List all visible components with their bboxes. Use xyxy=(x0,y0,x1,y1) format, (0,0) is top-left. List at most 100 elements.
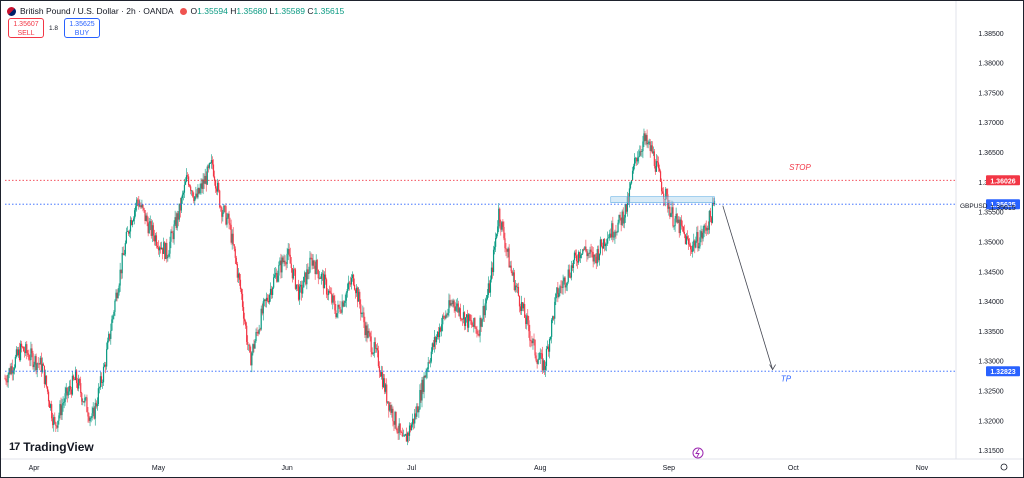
candle-body xyxy=(28,354,30,360)
candle-body xyxy=(463,312,466,326)
candle-body xyxy=(151,225,153,236)
candle-body xyxy=(89,417,91,421)
candle-body xyxy=(660,181,663,192)
candle-body xyxy=(505,248,507,250)
candle-body xyxy=(194,196,196,202)
candle-body xyxy=(239,279,242,290)
candle-body xyxy=(628,188,631,203)
candle-body xyxy=(84,397,86,403)
candle-body xyxy=(123,254,125,256)
candle-body xyxy=(12,370,14,374)
candle-body xyxy=(152,225,154,236)
candle-body xyxy=(128,231,131,234)
candle-body xyxy=(309,257,311,273)
candle-body xyxy=(179,203,181,211)
candle-body xyxy=(563,277,565,282)
candle-body xyxy=(133,218,135,221)
candle-body xyxy=(222,212,224,217)
candle-body xyxy=(629,183,632,189)
candle-body xyxy=(645,135,647,141)
candle-body xyxy=(234,248,236,258)
candle-body xyxy=(310,257,312,259)
candle-body xyxy=(282,257,284,263)
candle-body xyxy=(554,301,556,319)
x-tick-label: Oct xyxy=(788,465,799,472)
candle-body xyxy=(535,355,537,361)
candle-body xyxy=(368,330,370,333)
candle-body xyxy=(114,300,116,312)
candle-body xyxy=(125,231,127,244)
x-tick-label: Jul xyxy=(407,465,416,472)
sell-button[interactable]: 1.35607 SELL xyxy=(8,18,44,38)
candle-body xyxy=(192,190,194,197)
symbol-header[interactable]: British Pound / U.S. Dollar · 2h · OANDA… xyxy=(7,6,344,16)
candle-body xyxy=(177,213,179,220)
candle-body xyxy=(596,249,598,264)
candle-body xyxy=(572,260,575,268)
candle-body xyxy=(578,252,580,263)
candle-body xyxy=(118,285,120,293)
candle-body xyxy=(702,232,704,239)
candle-body xyxy=(653,151,655,167)
candle-body xyxy=(32,353,34,368)
candle-body xyxy=(227,213,229,218)
candle-body xyxy=(448,300,450,313)
target-arrow-head xyxy=(769,364,776,371)
candle-body xyxy=(498,208,500,227)
candle-body xyxy=(576,261,579,263)
candle-body xyxy=(593,254,595,262)
candle-body xyxy=(131,220,134,225)
candle-body xyxy=(345,292,347,301)
candle-body xyxy=(166,242,168,259)
candle-body xyxy=(277,275,279,282)
candle-body xyxy=(496,233,498,238)
candle-body xyxy=(444,316,446,319)
candle-body xyxy=(91,413,93,418)
candle-body xyxy=(557,287,559,297)
candle-body xyxy=(122,252,124,256)
candle-body xyxy=(543,360,545,370)
candle-body xyxy=(65,387,67,394)
target-arrow-line xyxy=(722,205,773,370)
candle-body xyxy=(675,213,677,219)
candle-body xyxy=(147,222,149,234)
candle-body xyxy=(386,384,388,403)
candle-body xyxy=(60,404,62,416)
candle-body xyxy=(291,267,293,279)
candle-body xyxy=(370,336,372,352)
y-tick-label: 1.34000 xyxy=(978,299,1003,306)
candle-body xyxy=(582,249,584,254)
candle-body xyxy=(561,287,563,288)
candle-body xyxy=(6,381,8,383)
candle-body xyxy=(562,281,564,288)
candle-body xyxy=(548,339,551,352)
buy-button[interactable]: 1.35625 BUY xyxy=(64,18,100,38)
candle-body xyxy=(622,211,624,224)
candle-body xyxy=(372,353,374,355)
candle-body xyxy=(377,350,380,367)
candle-body xyxy=(109,333,111,339)
candle-body xyxy=(414,413,416,424)
candle-body xyxy=(156,245,159,248)
candle-body xyxy=(94,402,96,419)
tradingview-logo[interactable]: 17 TradingView xyxy=(9,440,94,454)
candle-body xyxy=(682,226,684,232)
candle-body xyxy=(525,317,527,325)
x-tick-label: May xyxy=(152,465,166,472)
candle-body xyxy=(208,163,210,168)
candle-body xyxy=(214,180,217,189)
candle-body xyxy=(620,217,622,226)
candle-body xyxy=(15,349,18,357)
candle-body xyxy=(383,378,385,388)
candle-body xyxy=(373,342,375,354)
candle-body xyxy=(507,248,509,252)
candle-body xyxy=(624,204,626,218)
candle-body xyxy=(647,142,649,145)
candle-body xyxy=(237,273,239,278)
y-tick-label: 1.33500 xyxy=(978,329,1003,336)
candle-body xyxy=(694,240,696,248)
candle-body xyxy=(506,249,508,252)
candle-body xyxy=(363,312,365,323)
candle-body xyxy=(542,360,544,371)
